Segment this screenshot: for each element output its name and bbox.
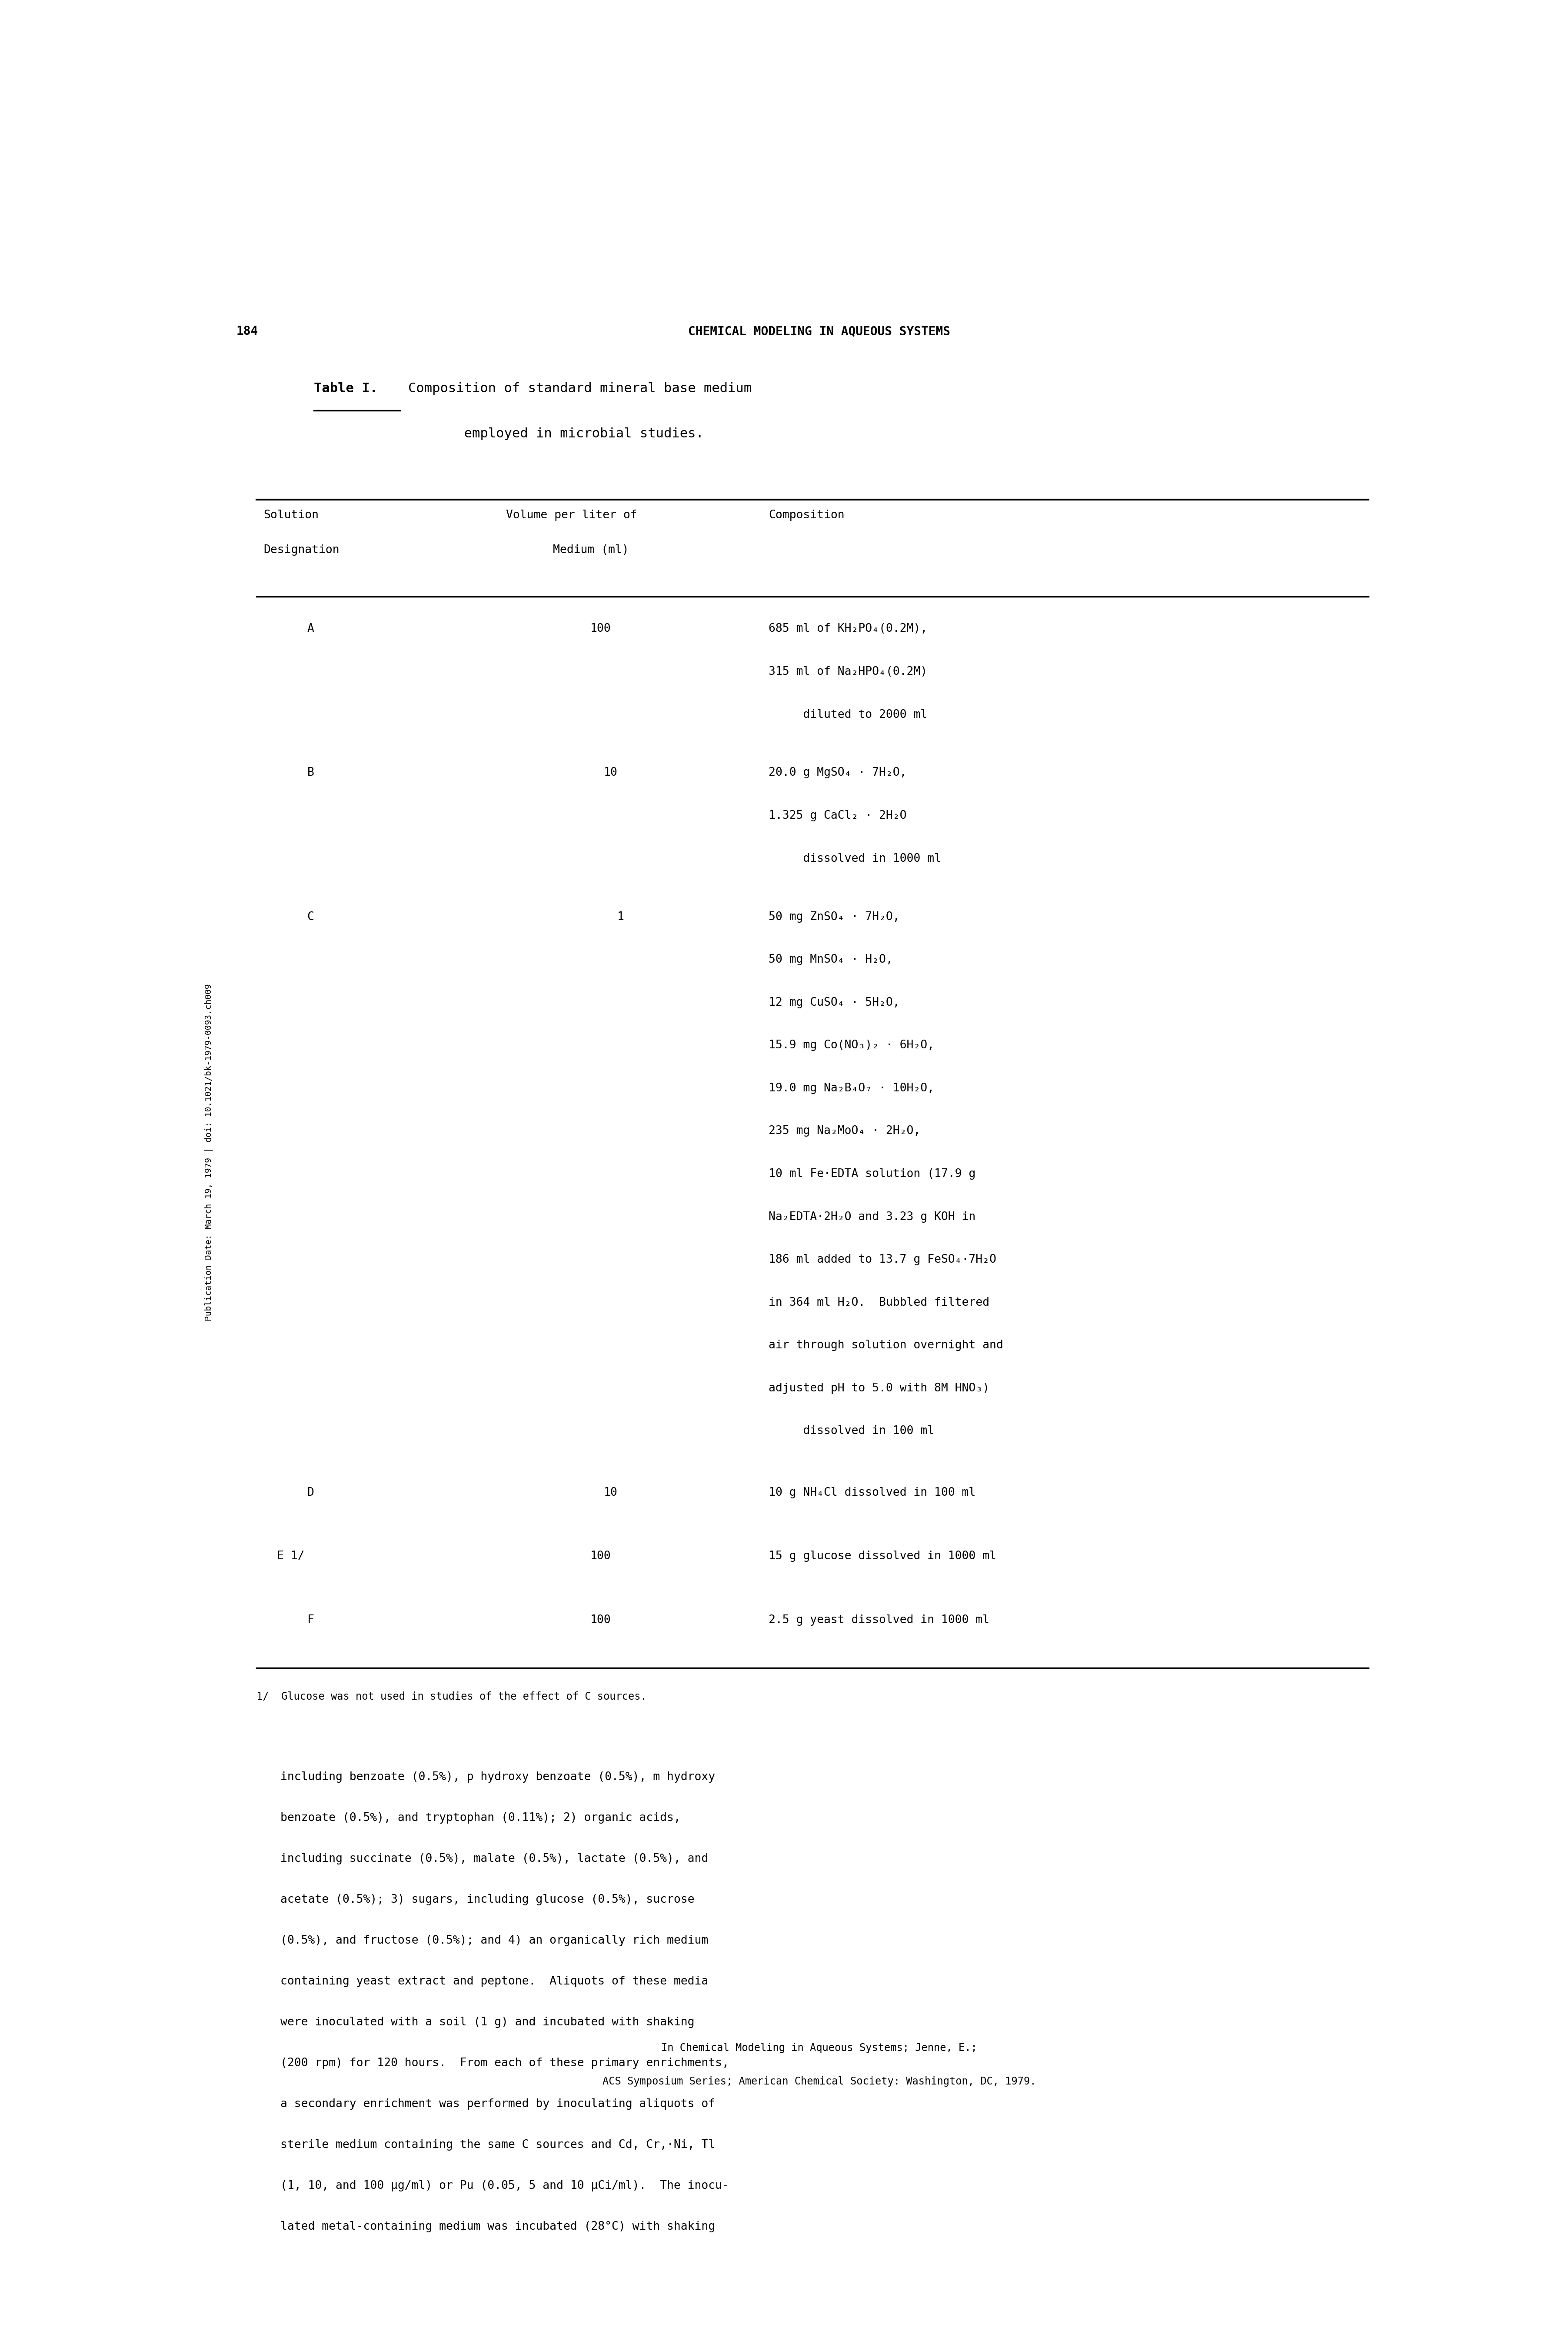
Text: 235 mg Na₂MoO₄ · 2H₂O,: 235 mg Na₂MoO₄ · 2H₂O,: [768, 1125, 920, 1136]
Text: ACS Symposium Series; American Chemical Society: Washington, DC, 1979.: ACS Symposium Series; American Chemical …: [602, 2076, 1036, 2087]
Text: (200 rpm) for 120 hours.  From each of these primary enrichments,: (200 rpm) for 120 hours. From each of th…: [281, 2057, 729, 2069]
Text: containing yeast extract and peptone.  Aliquots of these media: containing yeast extract and peptone. Al…: [281, 1977, 709, 1986]
Text: employed in microbial studies.: employed in microbial studies.: [408, 427, 704, 439]
Text: 20.0 g MgSO₄ · 7H₂O,: 20.0 g MgSO₄ · 7H₂O,: [768, 768, 906, 780]
Text: 10: 10: [604, 768, 618, 780]
Text: 1.325 g CaCl₂ · 2H₂O: 1.325 g CaCl₂ · 2H₂O: [768, 810, 906, 822]
Text: 100: 100: [590, 1550, 612, 1561]
Text: 15.9 mg Co(NO₃)₂ · 6H₂O,: 15.9 mg Co(NO₃)₂ · 6H₂O,: [768, 1040, 935, 1052]
Text: 12 mg CuSO₄ · 5H₂O,: 12 mg CuSO₄ · 5H₂O,: [768, 998, 900, 1007]
Text: 10 ml Fe·EDTA solution (17.9 g: 10 ml Fe·EDTA solution (17.9 g: [768, 1169, 975, 1179]
Text: 100: 100: [590, 1615, 612, 1625]
Text: 186 ml added to 13.7 g FeSO₄·7H₂O: 186 ml added to 13.7 g FeSO₄·7H₂O: [768, 1254, 997, 1266]
Text: Solution: Solution: [263, 510, 318, 521]
Text: dissolved in 1000 ml: dissolved in 1000 ml: [768, 852, 941, 864]
Text: Designation: Designation: [263, 545, 339, 556]
Text: Composition of standard mineral base medium: Composition of standard mineral base med…: [408, 383, 751, 394]
Text: including benzoate (0.5%), p hydroxy benzoate (0.5%), m hydroxy: including benzoate (0.5%), p hydroxy ben…: [281, 1773, 715, 1782]
Text: Publication Date: March 19, 1979 | doi: 10.1021/bk-1979-0093.ch009: Publication Date: March 19, 1979 | doi: …: [204, 984, 213, 1322]
Text: 184: 184: [237, 326, 259, 338]
Text: 50 mg ZnSO₄ · 7H₂O,: 50 mg ZnSO₄ · 7H₂O,: [768, 911, 900, 923]
Text: Medium (ml): Medium (ml): [554, 545, 629, 556]
Text: Composition: Composition: [768, 510, 845, 521]
Text: a secondary enrichment was performed by inoculating aliquots of: a secondary enrichment was performed by …: [281, 2099, 715, 2111]
Text: acetate (0.5%); 3) sugars, including glucose (0.5%), sucrose: acetate (0.5%); 3) sugars, including glu…: [281, 1895, 695, 1907]
Text: C: C: [307, 911, 314, 923]
Text: 15 g glucose dissolved in 1000 ml: 15 g glucose dissolved in 1000 ml: [768, 1550, 997, 1561]
Text: B: B: [307, 768, 314, 780]
Text: 100: 100: [590, 622, 612, 634]
Text: 19.0 mg Na₂B₄O₇ · 10H₂O,: 19.0 mg Na₂B₄O₇ · 10H₂O,: [768, 1082, 935, 1094]
Text: 685 ml of KH₂PO₄(0.2M),: 685 ml of KH₂PO₄(0.2M),: [768, 622, 927, 634]
Text: including succinate (0.5%), malate (0.5%), lactate (0.5%), and: including succinate (0.5%), malate (0.5%…: [281, 1853, 709, 1864]
Text: D: D: [307, 1486, 314, 1498]
Text: In Chemical Modeling in Aqueous Systems; Jenne, E.;: In Chemical Modeling in Aqueous Systems;…: [662, 2043, 977, 2052]
Text: 2.5 g yeast dissolved in 1000 ml: 2.5 g yeast dissolved in 1000 ml: [768, 1615, 989, 1625]
Text: 50 mg MnSO₄ · H₂O,: 50 mg MnSO₄ · H₂O,: [768, 953, 892, 965]
Text: air through solution overnight and: air through solution overnight and: [768, 1341, 1004, 1350]
Text: Na₂EDTA·2H₂O and 3.23 g KOH in: Na₂EDTA·2H₂O and 3.23 g KOH in: [768, 1212, 975, 1223]
Text: sterile medium containing the same C sources and Cd, Cr,·Ni, Tl: sterile medium containing the same C sou…: [281, 2139, 715, 2151]
Text: benzoate (0.5%), and tryptophan (0.11%); 2) organic acids,: benzoate (0.5%), and tryptophan (0.11%);…: [281, 1813, 681, 1824]
Text: Volume per liter of: Volume per liter of: [506, 510, 637, 521]
Text: in 364 ml H₂O.  Bubbled filtered: in 364 ml H₂O. Bubbled filtered: [768, 1296, 989, 1308]
Text: diluted to 2000 ml: diluted to 2000 ml: [768, 709, 927, 721]
Text: E 1/: E 1/: [278, 1550, 304, 1561]
Text: 1/  Glucose was not used in studies of the effect of C sources.: 1/ Glucose was not used in studies of th…: [257, 1691, 648, 1702]
Text: dissolved in 100 ml: dissolved in 100 ml: [768, 1425, 935, 1437]
Text: (1, 10, and 100 μg/ml) or Pu (0.05, 5 and 10 μCi/ml).  The inocu-: (1, 10, and 100 μg/ml) or Pu (0.05, 5 an…: [281, 2181, 729, 2191]
Text: (0.5%), and fructose (0.5%); and 4) an organically rich medium: (0.5%), and fructose (0.5%); and 4) an o…: [281, 1935, 709, 1946]
Text: A: A: [307, 622, 314, 634]
Text: F: F: [307, 1615, 314, 1625]
Text: CHEMICAL MODELING IN AQUEOUS SYSTEMS: CHEMICAL MODELING IN AQUEOUS SYSTEMS: [688, 326, 950, 338]
Text: Table I.: Table I.: [314, 383, 378, 394]
Text: 10: 10: [604, 1486, 618, 1498]
Text: lated metal-containing medium was incubated (28°C) with shaking: lated metal-containing medium was incuba…: [281, 2221, 715, 2233]
Text: were inoculated with a soil (1 g) and incubated with shaking: were inoculated with a soil (1 g) and in…: [281, 2017, 695, 2029]
Text: 315 ml of Na₂HPO₄(0.2M): 315 ml of Na₂HPO₄(0.2M): [768, 667, 927, 679]
Text: 1: 1: [618, 911, 624, 923]
Text: 10 g NH₄Cl dissolved in 100 ml: 10 g NH₄Cl dissolved in 100 ml: [768, 1486, 975, 1498]
Text: adjusted pH to 5.0 with 8M HNO₃): adjusted pH to 5.0 with 8M HNO₃): [768, 1383, 989, 1395]
